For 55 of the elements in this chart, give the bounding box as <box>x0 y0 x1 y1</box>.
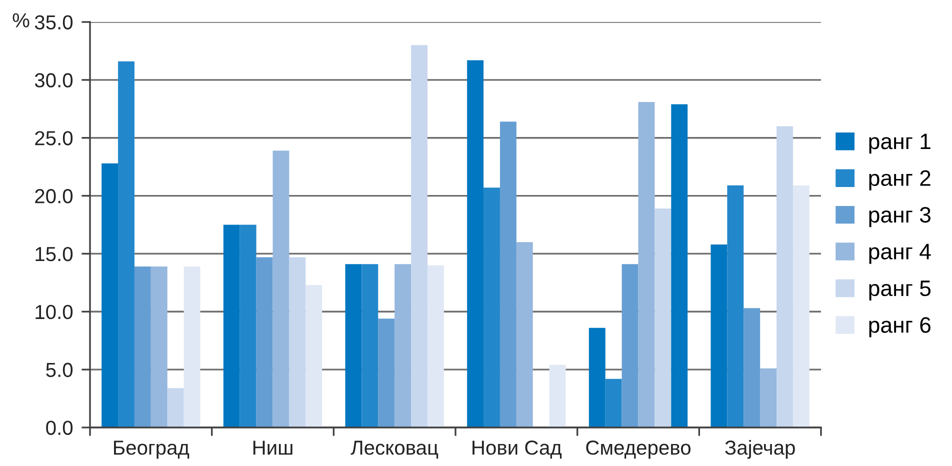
bar <box>588 328 606 428</box>
bar <box>710 244 728 428</box>
bar <box>776 126 793 428</box>
legend-label: ранг 6 <box>869 317 930 338</box>
bar <box>362 264 378 428</box>
legend-label: ранг 2 <box>869 170 930 190</box>
bar <box>289 257 306 428</box>
bar <box>223 224 240 428</box>
y-tick-label: 25.0 <box>35 131 73 146</box>
bar <box>167 388 184 428</box>
x-tick-label: Зајечар <box>725 440 795 459</box>
x-tick-label: Ниш <box>253 440 292 455</box>
bar <box>500 122 516 428</box>
bar <box>484 188 500 428</box>
bar <box>272 150 290 428</box>
bar <box>622 264 638 428</box>
bar <box>467 60 484 428</box>
bar <box>150 266 168 428</box>
bar <box>727 185 744 428</box>
x-tick-label: Лесковац <box>350 440 438 459</box>
y-tick-label: 15.0 <box>36 246 73 262</box>
bar <box>792 185 810 428</box>
legend-label: ранг 1 <box>869 134 930 154</box>
bar <box>240 224 256 428</box>
x-tick-label: Београд <box>114 440 190 459</box>
y-tick-label: 20.0 <box>35 189 73 204</box>
bar <box>345 264 362 428</box>
bar <box>184 266 200 428</box>
y-tick-label: 10.0 <box>36 304 73 320</box>
bar <box>654 208 672 428</box>
bar <box>744 308 760 428</box>
y-tick-label: 30.0 <box>34 73 73 88</box>
y-tick-label: 35.0 <box>34 15 73 30</box>
bar <box>134 266 151 428</box>
bar <box>516 242 533 428</box>
x-tick-label: Нови Сад <box>472 440 562 459</box>
y-tick-label: 0.0 <box>46 420 73 435</box>
bar <box>638 102 655 428</box>
x-tick-label: Смедерево <box>586 440 690 459</box>
bar <box>378 318 395 428</box>
bar <box>760 368 777 428</box>
legend-label: ранг 3 <box>869 206 930 228</box>
bar <box>411 45 428 428</box>
bar <box>118 61 134 428</box>
bar <box>427 265 444 428</box>
y-axis-title: % <box>12 13 30 28</box>
bar <box>306 284 322 428</box>
bar <box>549 364 566 428</box>
bar <box>394 264 412 428</box>
bar <box>102 163 118 428</box>
legend-label: ранг 5 <box>869 280 931 301</box>
legend-label: ранг 4 <box>869 244 931 264</box>
bar <box>605 378 622 428</box>
y-tick-label: 5.0 <box>46 362 73 378</box>
bar <box>256 257 273 428</box>
